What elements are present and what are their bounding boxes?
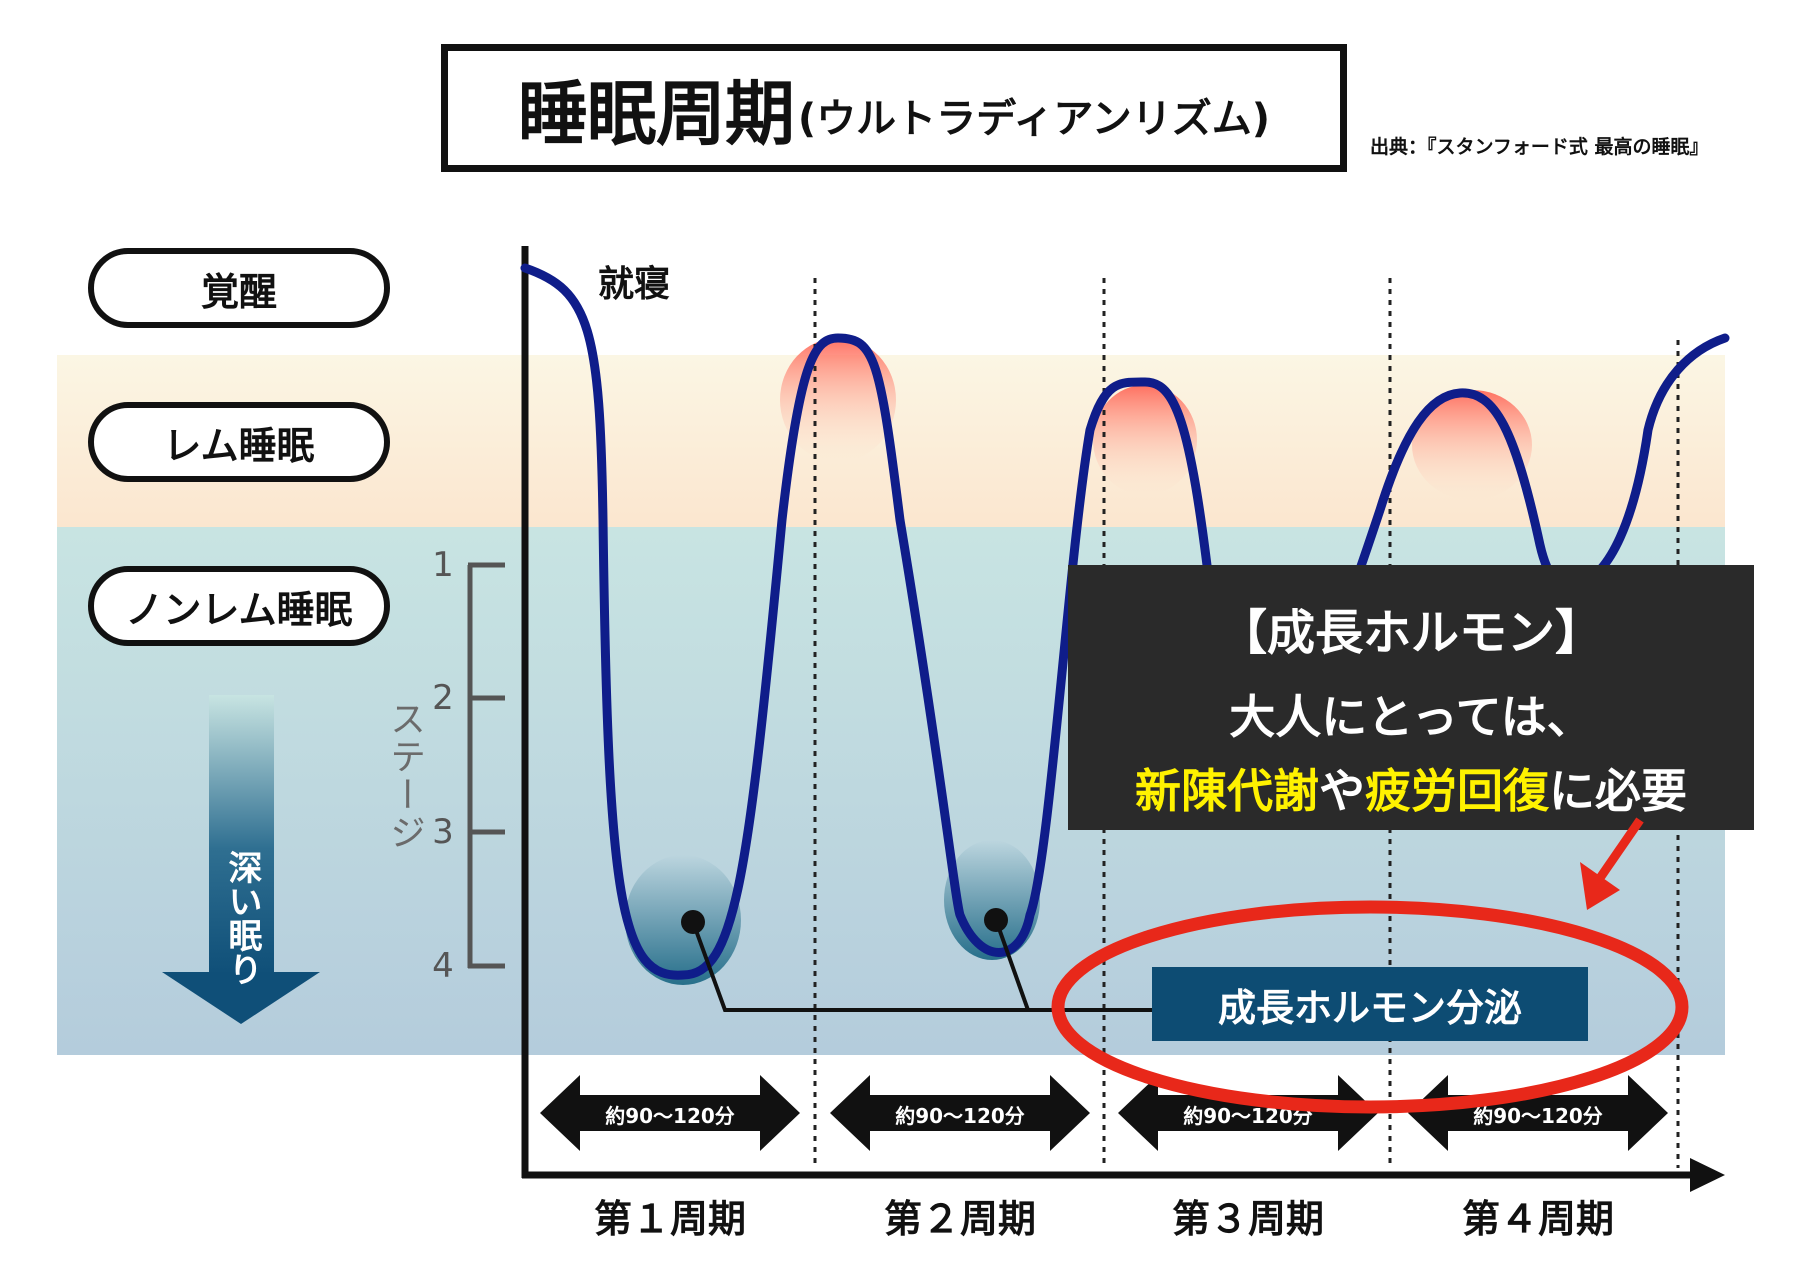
- stage-tick-2: 2: [432, 678, 454, 718]
- callout-line2-mid: や: [1319, 764, 1365, 818]
- title-box: 睡眠周期 (ウルトラディアンリズム): [441, 44, 1347, 172]
- cycle-label-4: 第４周期: [1461, 1197, 1614, 1241]
- hormone-marker-1: [681, 910, 705, 934]
- stage-tick-4: 4: [432, 946, 454, 986]
- duration-text-3: 約90〜120分: [1183, 1104, 1313, 1128]
- sleep-onset-label: 就寝: [598, 264, 671, 305]
- stage-scale: [467, 562, 505, 969]
- hormone-connector: [691, 919, 1155, 1012]
- sleep-curve: [520, 263, 1730, 980]
- duration-arrow-1: [540, 1075, 800, 1151]
- callout-heading: 【成長ホルモン】: [1218, 605, 1603, 661]
- callout-line1: 大人にとっては、: [1229, 690, 1593, 744]
- x-axis-arrowhead: [1690, 1158, 1725, 1192]
- title-main: 睡眠周期: [517, 72, 795, 155]
- stage-tick-1: 1: [432, 545, 454, 585]
- duration-text-1: 約90〜120分: [605, 1104, 735, 1128]
- cycle-label-3: 第３周期: [1171, 1197, 1324, 1241]
- callout-line2: 新陳代謝や疲労回復に必要: [1068, 755, 1754, 821]
- callout-highlight-recovery: 疲労回復: [1365, 764, 1549, 818]
- deep-sleep-arrowhead: [162, 972, 320, 1024]
- callout-highlight-metabolism: 新陳代謝: [1135, 764, 1319, 818]
- duration-text-4: 約90〜120分: [1473, 1104, 1603, 1128]
- rem-pill: レム睡眠: [88, 402, 390, 482]
- wake-pill: 覚醒: [88, 248, 390, 328]
- stage-axis-label: ステージ: [384, 700, 425, 852]
- duration-text-2: 約90〜120分: [895, 1104, 1025, 1128]
- duration-arrow-2: [830, 1075, 1090, 1151]
- hormone-marker-2: [984, 908, 1008, 932]
- source-citation: 出典：『スタンフォード式 最高の睡眠』: [1370, 136, 1709, 158]
- growth-hormone-callout: 【成長ホルモン】 大人にとっては、 新陳代謝や疲労回復に必要: [1068, 565, 1754, 830]
- cycle-label-2: 第２周期: [883, 1197, 1036, 1241]
- nrem-pill: ノンレム睡眠: [88, 566, 390, 646]
- deep-sleep-label: 深い眠り: [222, 850, 262, 986]
- title-sub: (ウルトラディアンリズム): [797, 96, 1271, 142]
- rem-glow-2: [1093, 385, 1197, 495]
- hormone-secretion-label: 成長ホルモン分泌: [1152, 967, 1588, 1041]
- stage-tick-3: 3: [432, 812, 454, 852]
- cycle-label-1: 第１周期: [593, 1197, 746, 1241]
- callout-line2-end: に必要: [1549, 764, 1687, 818]
- deep-sleep-arrow: [209, 695, 274, 975]
